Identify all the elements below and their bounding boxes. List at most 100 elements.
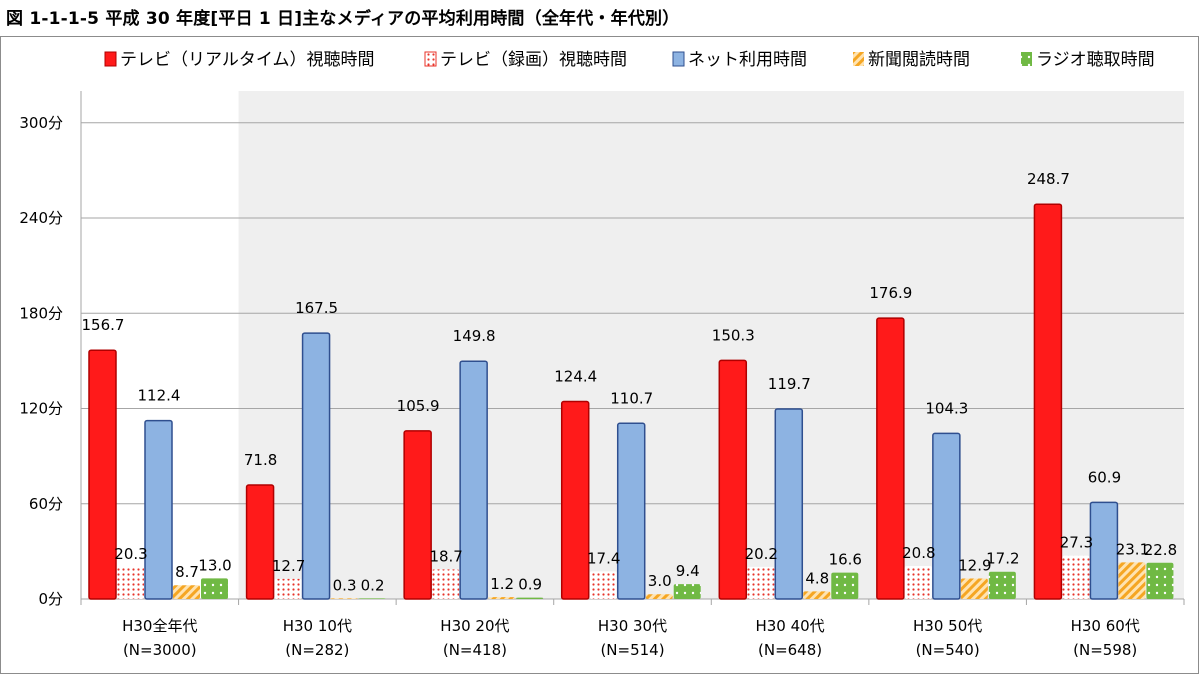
sample-size-label: (N=3000) [123, 641, 197, 659]
bar [117, 566, 144, 599]
data-label: 13.0 [198, 556, 231, 574]
bar [645, 594, 673, 599]
legend-swatch [853, 52, 864, 66]
category-label: H30 60代 [1071, 617, 1140, 635]
bar [301, 332, 331, 600]
sample-size-label: (N=514) [600, 641, 664, 659]
bar [173, 585, 200, 599]
data-label: 248.7 [1027, 170, 1070, 188]
data-label: 1.2 [490, 575, 514, 593]
bar [516, 597, 544, 599]
data-label: 20.3 [114, 545, 147, 563]
data-label: 0.2 [361, 577, 385, 595]
data-label: 3.0 [648, 572, 672, 590]
data-label: 22.8 [1144, 541, 1177, 559]
data-label: 104.3 [925, 399, 968, 417]
data-label: 12.7 [272, 557, 305, 575]
legend-swatch [672, 51, 685, 67]
legend-label: テレビ（リアルタイム）視聴時間 [120, 50, 375, 70]
data-label: 119.7 [768, 375, 811, 393]
bar [589, 571, 617, 599]
data-label: 150.3 [712, 326, 755, 344]
y-tick-label: 300分 [19, 114, 63, 132]
bar [274, 578, 302, 599]
bar [201, 578, 228, 599]
bar [876, 317, 905, 600]
data-label: 8.7 [175, 563, 199, 581]
y-tick-label: 0分 [38, 590, 63, 608]
bar [673, 584, 701, 599]
bar [1033, 203, 1063, 600]
bar [403, 430, 432, 600]
bar [144, 419, 173, 600]
bar [488, 597, 516, 599]
plot-highlight-band [238, 91, 1185, 599]
category-label: H30全年代 [122, 617, 197, 635]
y-tick-label: 240分 [19, 209, 63, 227]
legend-swatch [1021, 52, 1032, 66]
data-label: 20.8 [902, 544, 935, 562]
legend: テレビ（リアルタイム）視聴時間 テレビ（録画）視聴時間 ネット利用時間 新聞閲読時間 ラ… [104, 50, 1155, 70]
y-axis: 0分 60分 120分 180分 240分 300分 [19, 91, 1185, 608]
bar [1089, 501, 1119, 600]
bar [616, 422, 646, 600]
legend-swatch [424, 51, 437, 67]
bar [358, 598, 386, 599]
bar-chart: 0分 60分 120分 180分 240分 300分 156.7 71.8 105.9 124.… [19, 50, 1185, 659]
data-labels: 156.7 71.8 105.9 124.4 150.3 176.9 248.7 20.3 12… [82, 170, 1178, 594]
data-label: 149.8 [453, 327, 496, 345]
bar [904, 565, 932, 599]
legend-swatch [104, 51, 117, 67]
data-label: 105.9 [397, 397, 440, 415]
bar [1062, 555, 1090, 599]
y-tick-label: 60分 [29, 495, 63, 513]
category-label: H30 40代 [755, 617, 824, 635]
bar [960, 578, 988, 599]
data-label: 124.4 [554, 368, 597, 386]
data-label: 156.7 [82, 316, 125, 334]
category-labels: H30全年代 (N=3000) H30 10代 (N=282) H30 20代 (N=41… [122, 617, 1140, 659]
y-tick-label: 120分 [19, 400, 63, 418]
sample-size-label: (N=282) [285, 641, 349, 659]
data-label: 0.9 [518, 576, 542, 594]
bar [774, 408, 804, 600]
data-label: 9.4 [676, 562, 700, 580]
data-label: 17.4 [587, 549, 620, 567]
bars [88, 203, 1174, 600]
bar [459, 360, 488, 600]
bar [560, 400, 590, 600]
category-label: H30 10代 [283, 617, 352, 635]
legend-label: テレビ（録画）視聴時間 [440, 50, 627, 70]
data-label: 60.9 [1088, 468, 1121, 486]
data-label: 20.2 [745, 545, 778, 563]
bar [245, 484, 275, 600]
chart-frame: 0分 60分 120分 180分 240分 300分 156.7 71.8 105.9 124.… [0, 36, 1199, 674]
data-label: 112.4 [138, 387, 181, 405]
data-label: 0.3 [333, 577, 357, 595]
data-label: 4.8 [805, 569, 829, 587]
bar [803, 591, 831, 599]
category-label: H30 20代 [440, 617, 509, 635]
y-tick-label: 180分 [19, 304, 63, 322]
data-label: 71.8 [244, 451, 277, 469]
bar [747, 566, 775, 599]
bar [1146, 562, 1174, 599]
category-label: H30 50代 [913, 617, 982, 635]
sample-size-label: (N=648) [758, 641, 822, 659]
data-label: 18.7 [429, 547, 462, 565]
data-label: 176.9 [869, 284, 912, 302]
bar [88, 349, 117, 600]
bar [932, 432, 961, 600]
legend-label: 新聞閲読時間 [868, 50, 970, 70]
legend-label: ネット利用時間 [688, 50, 807, 70]
bar [718, 359, 748, 600]
data-label: 167.5 [295, 299, 338, 317]
sample-size-label: (N=598) [1073, 641, 1137, 659]
sample-size-label: (N=540) [916, 641, 980, 659]
bar [432, 569, 460, 599]
data-label: 27.3 [1060, 534, 1093, 552]
data-label: 110.7 [610, 389, 653, 407]
data-label: 12.9 [958, 557, 991, 575]
category-label: H30 30代 [598, 617, 667, 635]
bar [988, 571, 1016, 599]
